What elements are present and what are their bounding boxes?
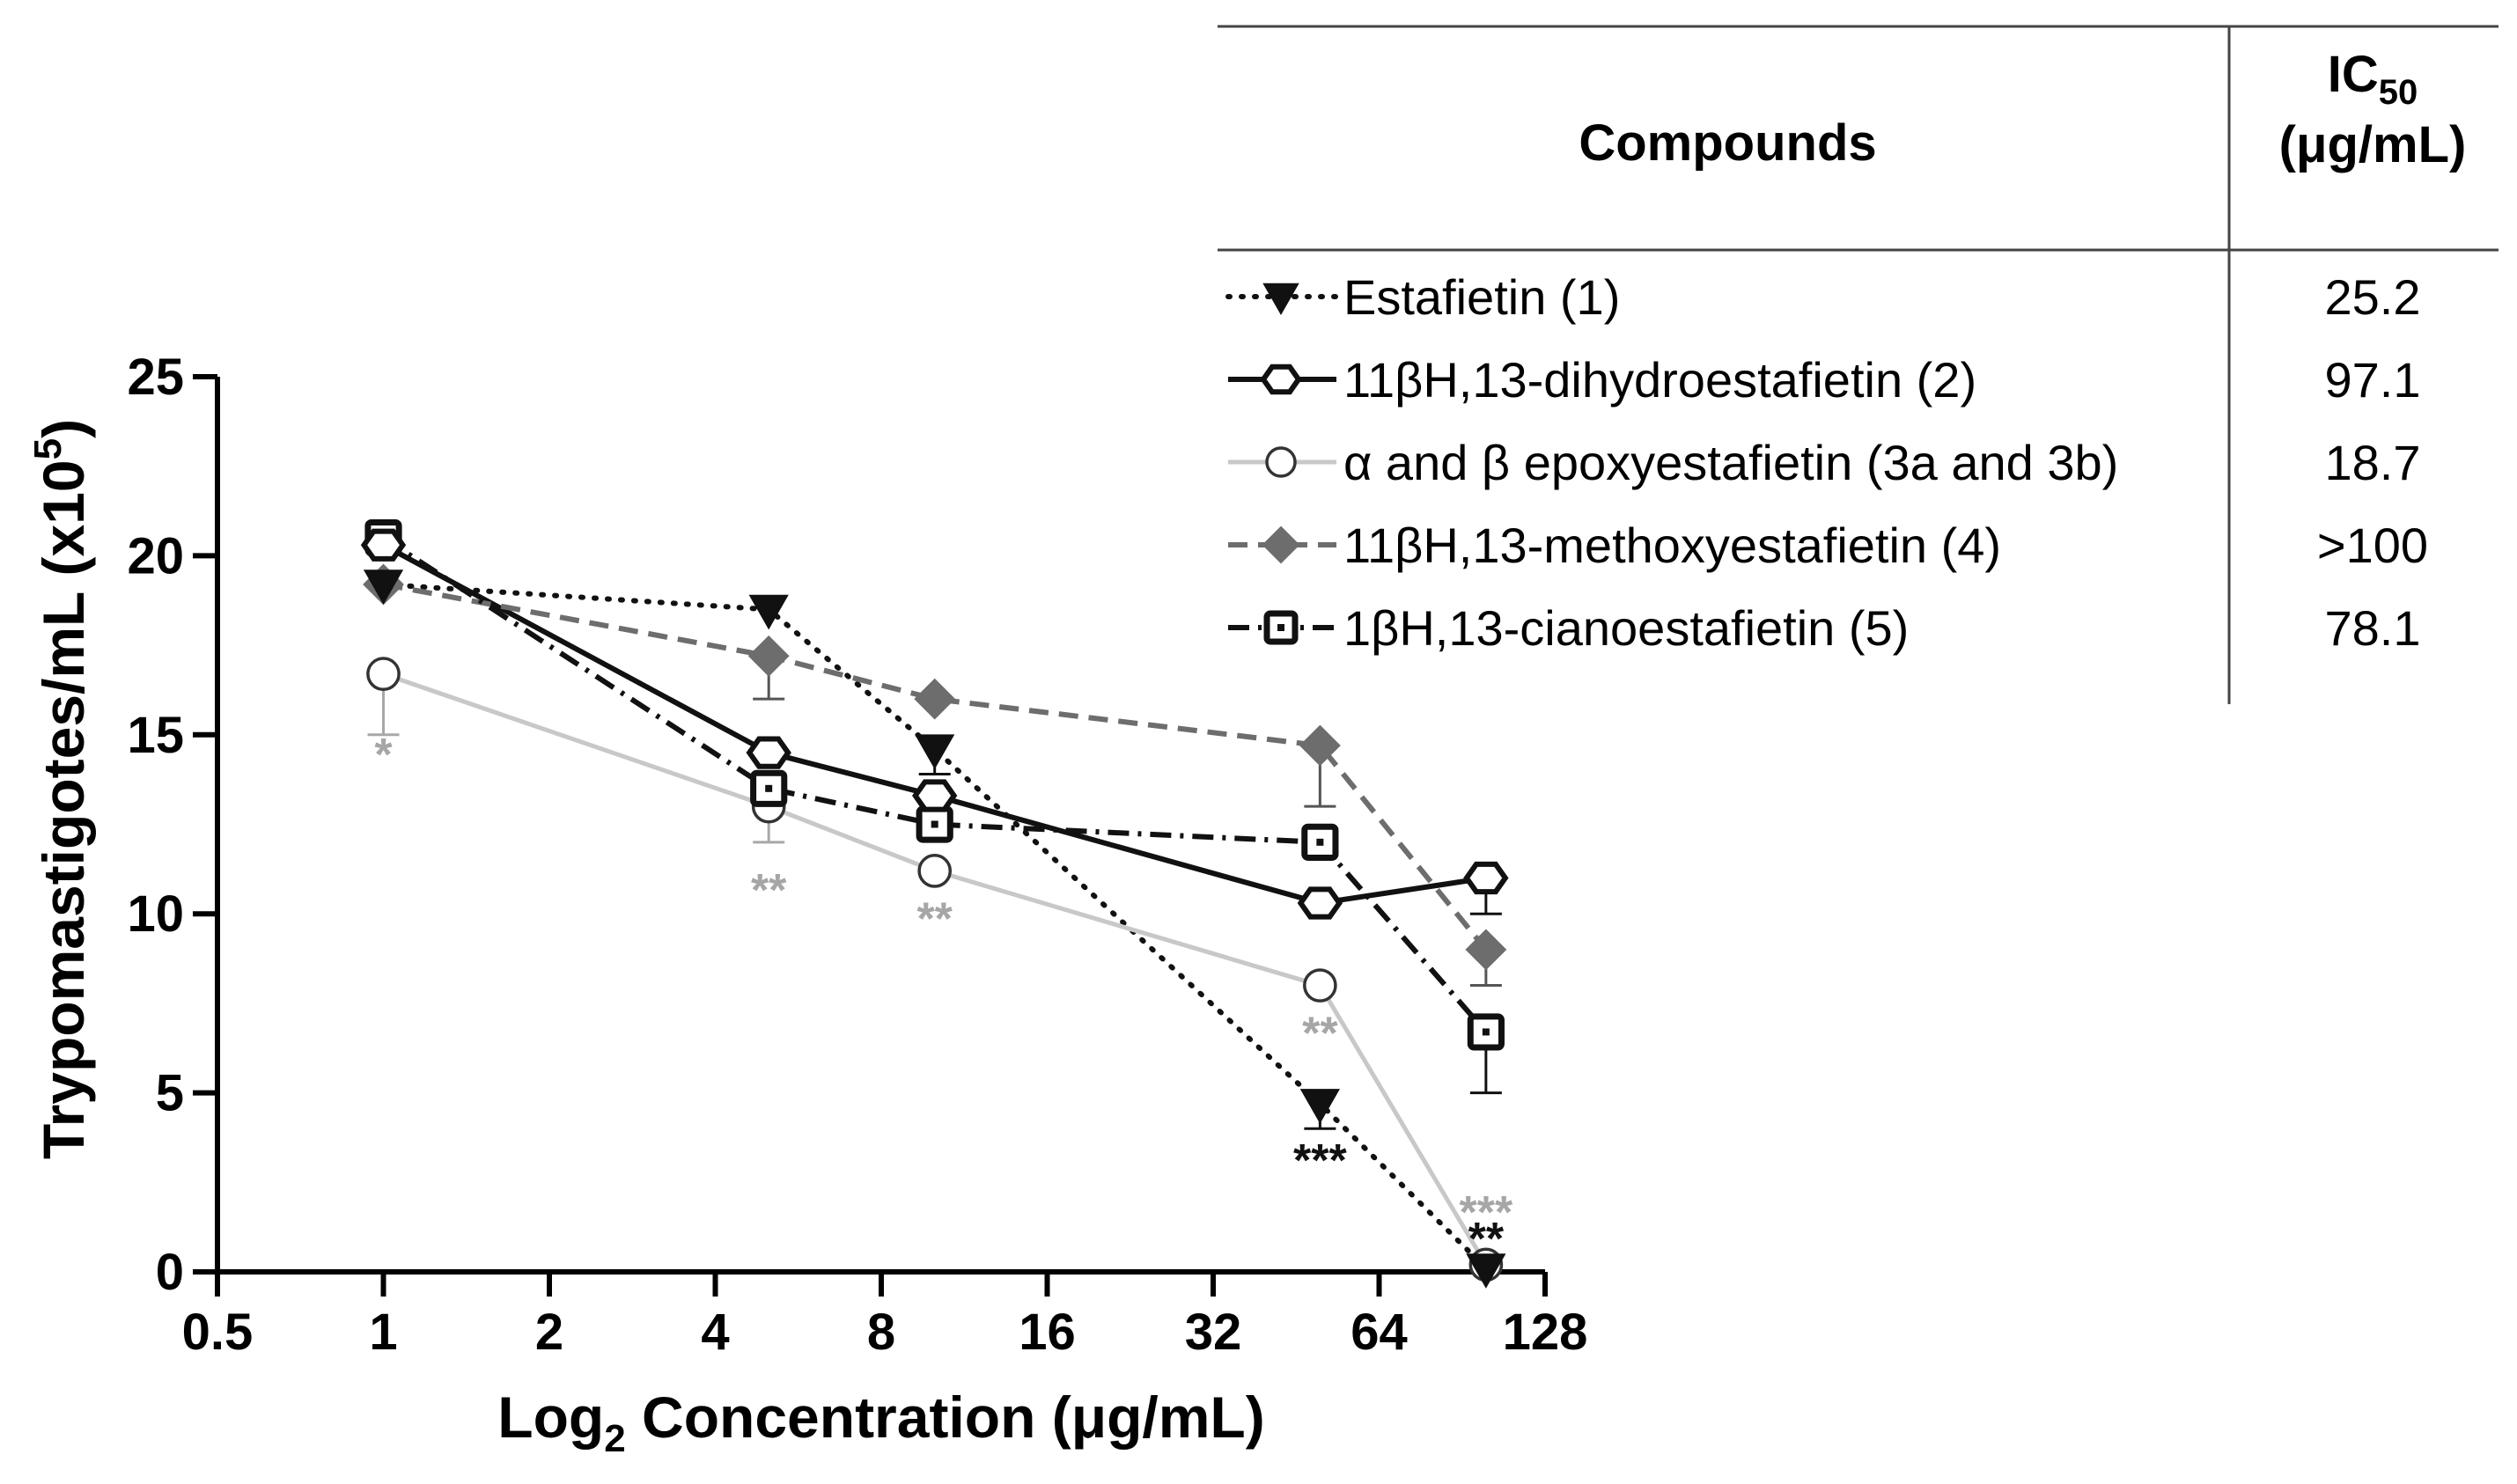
marker-s2	[1297, 886, 1343, 920]
marker-s1	[363, 569, 404, 605]
x-tick-label: 0.5	[182, 1304, 254, 1361]
y-axis-title: Trypomastigotes/mL (x105)	[26, 419, 96, 1159]
significance-label: **	[751, 865, 787, 916]
y-tick-label: 25	[127, 349, 184, 406]
significance-label: **	[916, 893, 953, 944]
series-line-1	[380, 581, 1489, 1271]
significance-label: *	[374, 730, 393, 781]
legend-header-compounds: Compounds	[1579, 114, 1876, 172]
axes-layer: 0 5 10 15 20 25 0.5 1 2 4 8 16 32 64 128 Log2 Concentra…	[26, 349, 1587, 1460]
marker-s1	[748, 594, 789, 630]
significance-label: ***	[1293, 1135, 1347, 1186]
x-axis-title: Log2 Concentration (μg/mL)	[497, 1385, 1264, 1460]
marker-s5-dot	[1482, 1028, 1490, 1036]
marker-s5-dot	[1316, 838, 1324, 846]
marker-s4	[914, 678, 956, 720]
marker-s1	[915, 734, 955, 769]
series-line-5	[381, 535, 1489, 1034]
marker-s4	[1299, 724, 1341, 767]
significance-label: **	[1468, 1214, 1505, 1265]
legend-ic50-4: >100	[2317, 518, 2428, 573]
marker-s5-dot	[931, 820, 938, 828]
y-tick-label: 15	[127, 707, 184, 764]
marker-s1	[1466, 1253, 1506, 1289]
legend-ic50-3: 18.7	[2325, 435, 2421, 490]
x-tick-label: 64	[1350, 1304, 1408, 1361]
y-tick-label: 0	[156, 1244, 184, 1301]
legend-marker-5-dot	[1277, 624, 1284, 631]
marker-s4	[747, 635, 790, 677]
marker-s2	[1463, 861, 1509, 895]
marker-s4	[1465, 929, 1507, 971]
legend-name-4: 11βH,13-methoxyestafietin (4)	[1343, 518, 2001, 573]
x-tick-label: 128	[1503, 1304, 1588, 1361]
legend-marker-3	[1265, 446, 1297, 478]
y-tick-label: 5	[156, 1065, 184, 1122]
marker-s3	[1303, 968, 1337, 1003]
significance-label: ***	[1460, 1187, 1513, 1238]
legend-table: Compounds IC50(μg/mL) Estafietin (1) 25.2 11…	[1218, 25, 2499, 704]
y-tick-label: 10	[127, 885, 184, 943]
legend-ic50-1: 25.2	[2325, 269, 2421, 325]
x-tick-label: 1	[369, 1304, 397, 1361]
legend-marker-2	[1260, 364, 1302, 395]
legend-name-5: 1βH,13-cianoestafietin (5)	[1343, 600, 1909, 656]
significance-label: **	[1302, 1009, 1338, 1060]
legend-header-ic50-unit: (μg/mL)	[2279, 116, 2467, 173]
legend-name-2: 11βH,13-dihydroestafietin (2)	[1343, 352, 1976, 408]
marker-s2	[360, 528, 407, 562]
marker-s2	[746, 736, 791, 769]
x-tick-label: 2	[535, 1304, 563, 1361]
legend-marker-4	[1262, 525, 1300, 564]
x-tick-label: 32	[1185, 1304, 1242, 1361]
marker-s5-dot	[765, 784, 773, 792]
legend-marker-1	[1262, 283, 1299, 316]
marker-s3	[917, 854, 953, 888]
legend-name-3: α and β epoxyestafietin (3a and 3b)	[1343, 435, 2118, 490]
legend-header-ic50: IC50	[2328, 46, 2418, 112]
significance-layer: ***************	[374, 730, 1513, 1265]
marker-s1	[1299, 1089, 1340, 1124]
marker-s3	[366, 657, 401, 691]
y-tick-label: 20	[127, 527, 184, 584]
legend-ic50-5: 78.1	[2325, 600, 2421, 656]
legend-ic50-2: 97.1	[2325, 352, 2421, 408]
x-tick-label: 16	[1019, 1304, 1076, 1361]
marker-s2	[912, 779, 958, 812]
legend-name-1: Estafietin (1)	[1343, 269, 1620, 325]
markers-layer	[360, 518, 1509, 1289]
x-tick-label: 8	[867, 1304, 895, 1361]
x-tick-label: 4	[701, 1304, 729, 1361]
